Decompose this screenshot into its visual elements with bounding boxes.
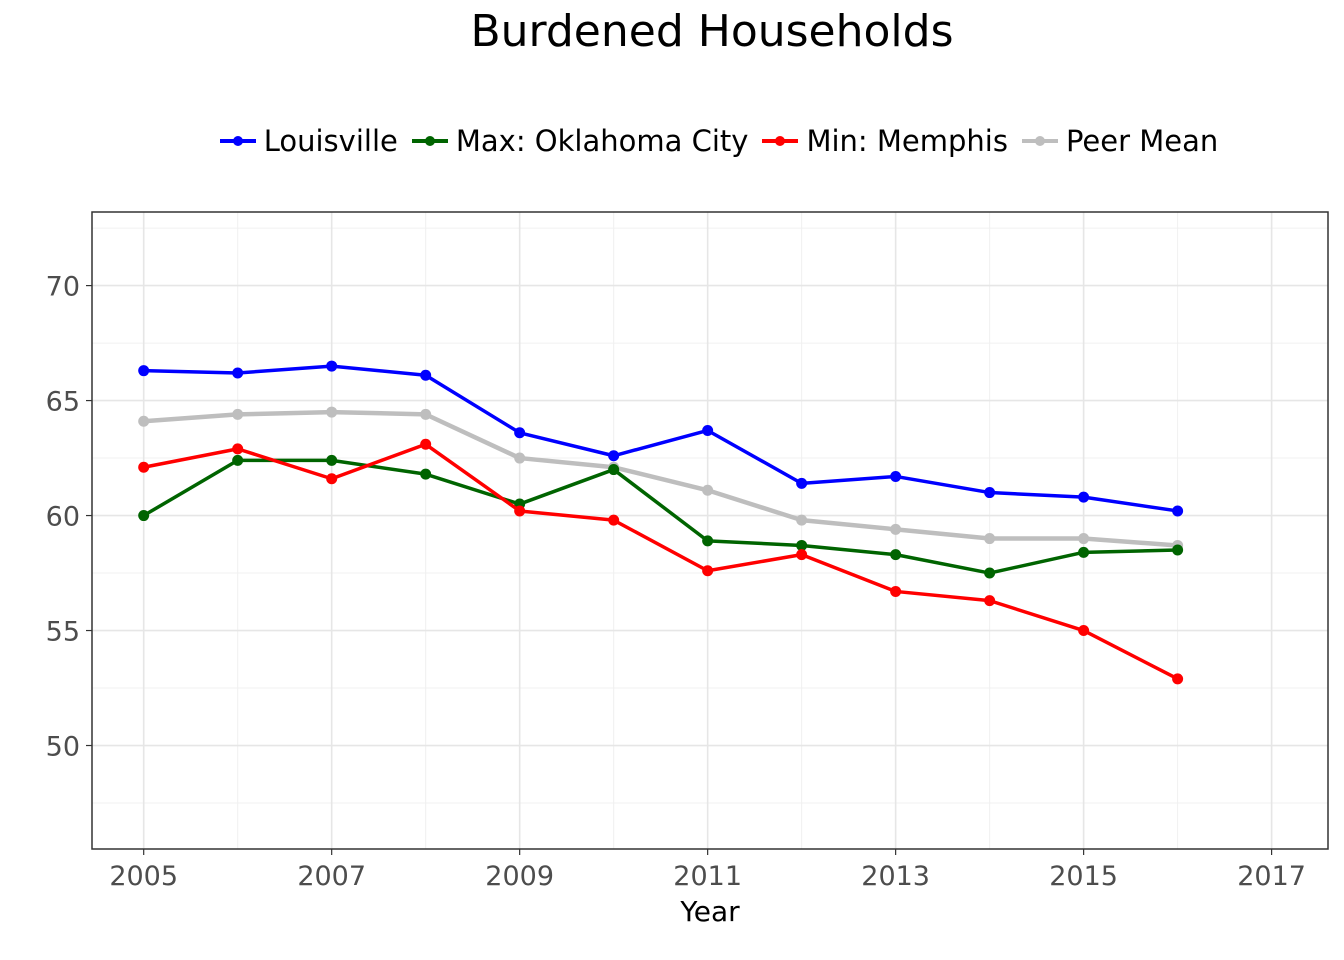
series-line-min-memphis <box>143 442 1179 681</box>
data-point-louisville <box>796 477 808 489</box>
chart-title: Burdened Households <box>470 6 954 57</box>
data-point-louisville <box>420 369 432 381</box>
data-point-louisville <box>608 450 620 462</box>
legend-item-max-oklahoma-city: Max: Oklahoma City <box>410 124 749 158</box>
x-tick-label: 2009 <box>485 861 554 892</box>
data-point-min-memphis <box>420 438 432 450</box>
x-tick-label: 2017 <box>1237 861 1306 892</box>
data-point-louisville <box>890 470 902 482</box>
panel-border <box>91 211 1329 850</box>
data-point-max-oklahoma-city <box>890 549 902 561</box>
y-tick-label: 70 <box>46 272 80 303</box>
data-point-louisville <box>702 424 714 436</box>
data-point-min-memphis <box>608 514 620 526</box>
data-point-min-memphis <box>1078 625 1090 637</box>
data-point-peer-mean <box>984 533 996 545</box>
series-line-louisville <box>143 364 1178 513</box>
data-point-min-memphis <box>1172 673 1184 685</box>
series-line-max-oklahoma-city <box>142 458 1178 575</box>
data-point-max-oklahoma-city <box>1172 544 1184 556</box>
data-point-max-oklahoma-city <box>702 535 714 547</box>
data-point-louisville <box>984 487 996 499</box>
data-point-louisville <box>514 427 526 439</box>
data-point-peer-mean <box>702 484 714 496</box>
legend-label: Max: Oklahoma City <box>455 124 749 158</box>
legend-label: Peer Mean <box>1065 124 1219 158</box>
data-point-max-oklahoma-city <box>138 510 150 522</box>
data-point-peer-mean <box>138 415 150 427</box>
x-axis-title: Year <box>679 895 740 928</box>
legend: Louisville Max: Oklahoma City Min: Memphis… <box>0 124 1344 158</box>
data-point-max-oklahoma-city <box>984 567 996 579</box>
y-tick-label: 65 <box>46 387 80 418</box>
x-tick-label: 2011 <box>673 861 742 892</box>
data-point-peer-mean <box>420 408 432 420</box>
data-point-min-memphis <box>326 473 338 485</box>
data-point-peer-mean <box>514 452 526 464</box>
data-point-peer-mean <box>890 523 902 535</box>
y-tick-label: 60 <box>46 502 80 533</box>
data-point-max-oklahoma-city <box>608 464 620 476</box>
data-point-min-memphis <box>890 585 902 597</box>
data-point-peer-mean <box>326 406 338 418</box>
data-point-min-memphis <box>138 461 150 473</box>
data-point-peer-mean <box>1078 533 1090 545</box>
data-point-louisville <box>138 365 150 377</box>
x-tick-label: 2007 <box>297 861 366 892</box>
data-point-max-oklahoma-city <box>420 468 432 480</box>
data-point-min-memphis <box>984 595 996 607</box>
y-tick-label: 55 <box>46 617 80 648</box>
data-point-max-oklahoma-city <box>1078 546 1090 558</box>
data-point-peer-mean <box>796 514 808 526</box>
legend-swatch <box>411 136 448 146</box>
x-tick-label: 2005 <box>109 861 178 892</box>
data-point-max-oklahoma-city <box>326 454 338 466</box>
legend-item-min-memphis: Min: Memphis <box>760 124 1008 158</box>
data-point-louisville <box>1172 505 1184 517</box>
legend-swatch <box>1021 136 1058 146</box>
legend-swatch <box>219 136 256 146</box>
data-point-min-memphis <box>232 443 244 455</box>
data-point-max-oklahoma-city <box>796 539 808 551</box>
data-point-min-memphis <box>796 549 808 561</box>
y-tick-label: 50 <box>46 732 80 763</box>
legend-item-peer-mean: Peer Mean <box>1020 124 1218 158</box>
data-point-peer-mean <box>232 408 244 420</box>
legend-item-louisville: Louisville <box>218 124 398 158</box>
x-tick-label: 2013 <box>861 861 930 892</box>
data-point-max-oklahoma-city <box>232 454 244 466</box>
data-point-louisville <box>326 360 338 372</box>
legend-swatch <box>762 136 799 146</box>
data-point-min-memphis <box>514 505 526 517</box>
series-line-peer-mean <box>143 409 1178 548</box>
data-point-min-memphis <box>702 565 714 577</box>
data-point-louisville <box>1078 491 1090 503</box>
legend-label: Louisville <box>263 124 398 158</box>
data-point-louisville <box>232 367 244 379</box>
legend-label: Min: Memphis <box>806 124 1008 158</box>
x-tick-label: 2015 <box>1049 861 1118 892</box>
